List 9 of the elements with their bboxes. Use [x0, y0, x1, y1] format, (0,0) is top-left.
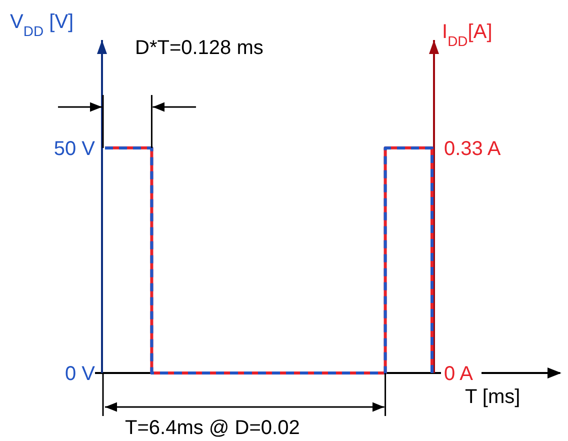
y2-tick-label: 0 A — [444, 363, 474, 385]
annotation: D*T=0.128 ms — [135, 37, 264, 59]
y-axis-title: V$_{DD}$ [V] — [10, 11, 74, 39]
text: T=6.4ms @ D=0.02 — [125, 417, 300, 439]
y-tick-label: 0 V — [64, 363, 96, 385]
x-axis-title: T [ms] — [465, 386, 520, 408]
y2-axis-title: I$_{DD}$[A] — [442, 21, 492, 49]
y-tick-label: 50 V — [54, 138, 96, 160]
y2-tick-label: 0.33 A — [444, 138, 502, 160]
